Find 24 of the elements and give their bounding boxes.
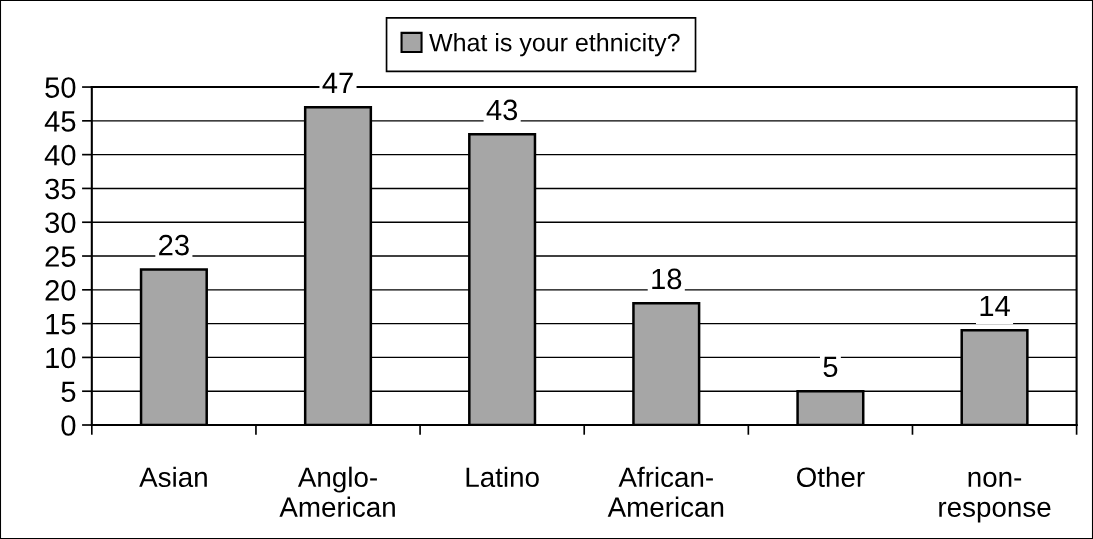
data-label: 14 <box>980 295 1010 316</box>
y-tick-label: 25 <box>45 246 76 267</box>
legend-label: What is your ethnicity? <box>429 33 680 57</box>
data-label: 23 <box>159 234 189 256</box>
y-tick-label: 30 <box>45 212 76 234</box>
y-tick-label: 0 <box>61 415 76 436</box>
y-tick-label: 5 <box>61 381 76 403</box>
data-label: 18 <box>652 268 682 290</box>
y-tick-label: 15 <box>46 314 76 335</box>
x-tick-label: non- response <box>939 471 1051 523</box>
data-label: 47 <box>322 72 353 93</box>
y-tick-label: 35 <box>45 178 76 200</box>
y-tick-label: 20 <box>45 280 76 301</box>
x-tick-label: Anglo- American <box>279 466 395 517</box>
x-tick-label: Asian <box>139 466 207 488</box>
y-tick-label: 40 <box>44 144 76 166</box>
y-tick-label: 50 <box>45 77 76 98</box>
y-tick-label: 45 <box>44 111 76 132</box>
x-tick-label: Other <box>796 466 865 488</box>
y-tick-label: 10 <box>46 347 76 369</box>
x-tick-label: African- American <box>607 466 724 517</box>
x-tick-label: Latino <box>466 466 539 488</box>
data-label: 5 <box>823 356 838 378</box>
data-label: 43 <box>486 99 518 121</box>
